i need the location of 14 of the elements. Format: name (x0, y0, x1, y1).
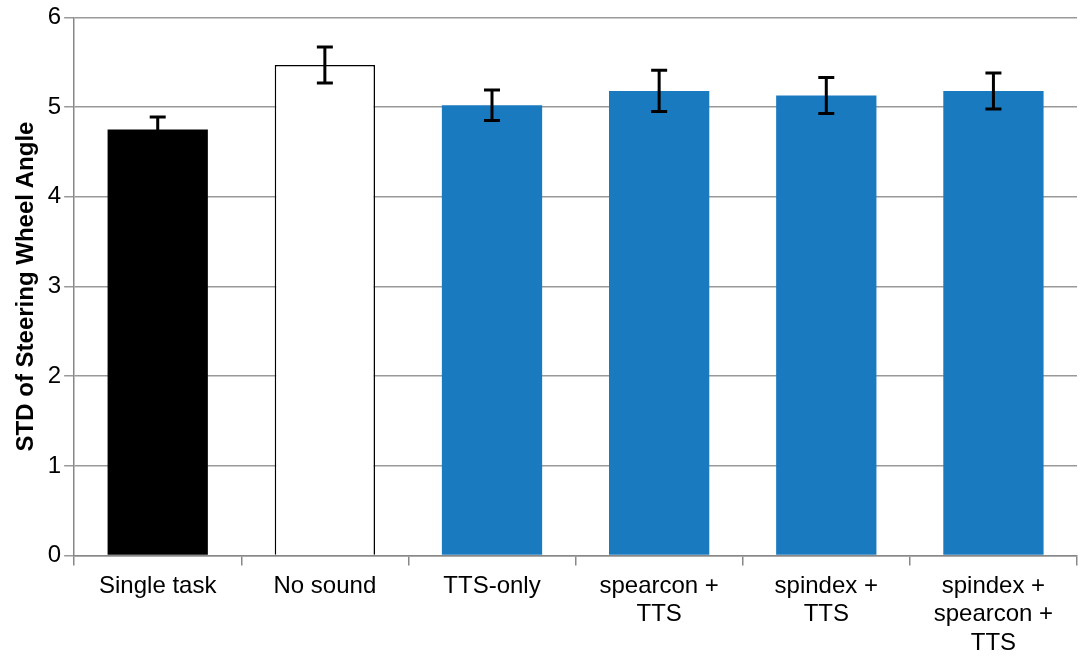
x-tick-label: No sound (273, 570, 377, 598)
y-tick-label: 5 (47, 91, 62, 119)
y-tick-label: 4 (47, 181, 62, 209)
y-tick-label: 0 (47, 540, 62, 568)
y-tick-label: 3 (47, 271, 62, 299)
x-tick-label: spindex + TTS (774, 570, 878, 627)
x-tick-label: TTS-only (443, 570, 541, 598)
x-tick-label: spearcon + TTS (599, 570, 719, 627)
y-tick-label: 1 (47, 450, 62, 478)
y-axis-title: STD of Steering Wheel Angle (11, 121, 39, 452)
x-tick-label: spindex + spearcon + TTS (933, 570, 1054, 656)
x-tick-label: Single task (99, 570, 218, 598)
y-tick-label: 2 (47, 360, 62, 388)
y-tick-label: 6 (47, 2, 62, 30)
